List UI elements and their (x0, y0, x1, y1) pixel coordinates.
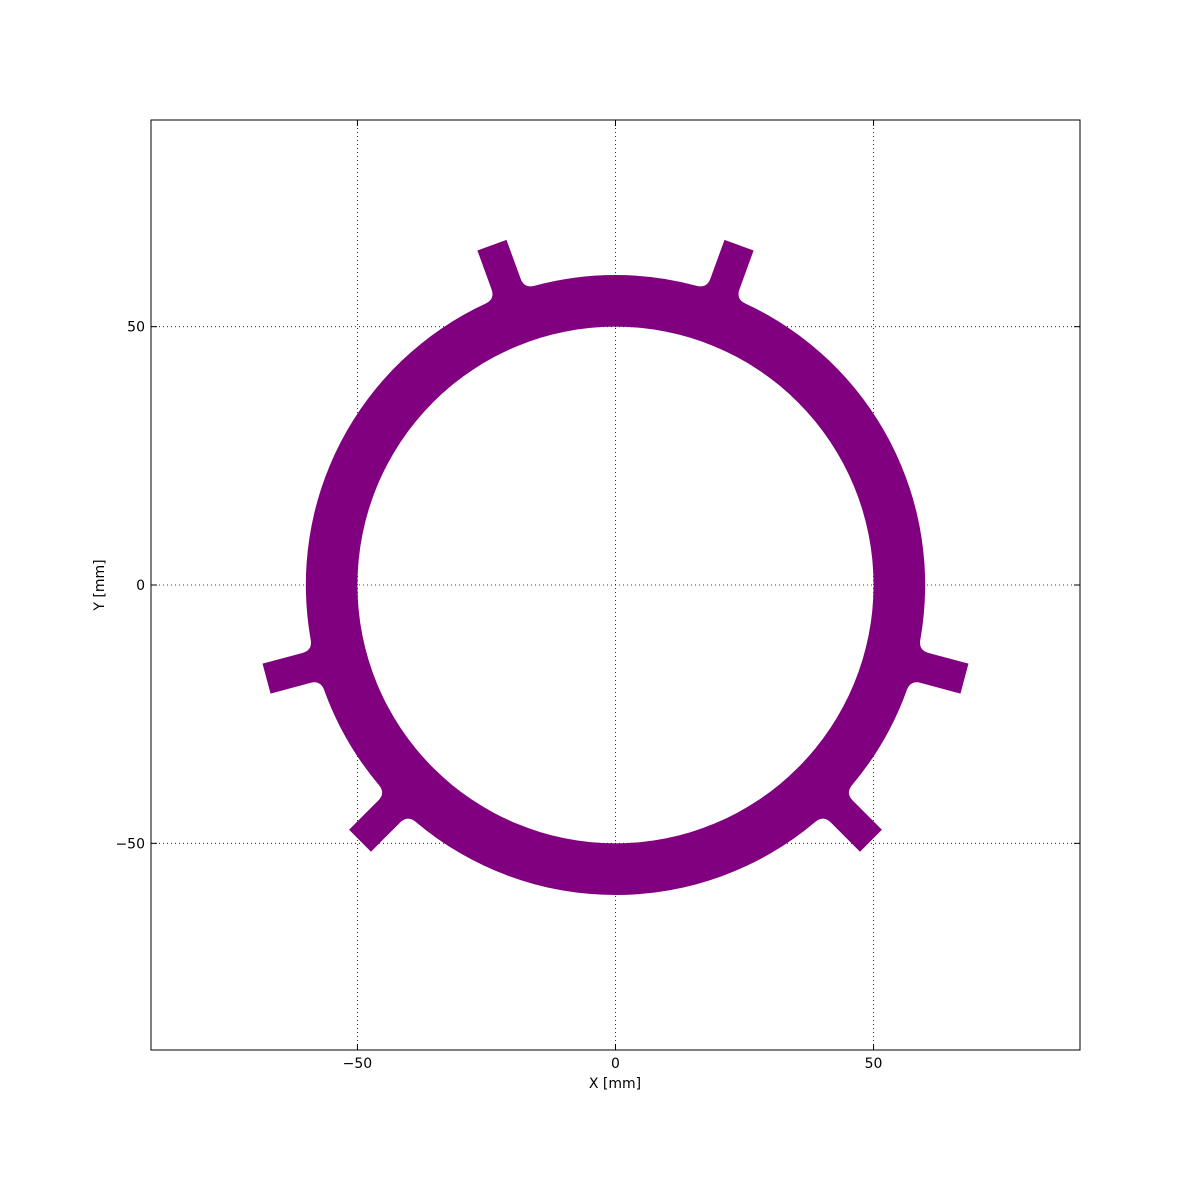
x-tick-label: 50 (865, 1056, 883, 1072)
x-tick-label: −50 (343, 1056, 373, 1072)
y-axis-label: Y [mm] (92, 559, 108, 611)
x-axis-label: X [mm] (589, 1076, 641, 1092)
ticks: −50 0 50 −50 0 50 (115, 120, 1080, 1072)
plot-frame (150, 119, 1081, 1051)
y-tick-label: 50 (127, 320, 145, 336)
y-tick-label: −50 (115, 836, 145, 852)
y-tick-label: 0 (136, 578, 145, 594)
x-tick-label: 0 (611, 1056, 620, 1072)
